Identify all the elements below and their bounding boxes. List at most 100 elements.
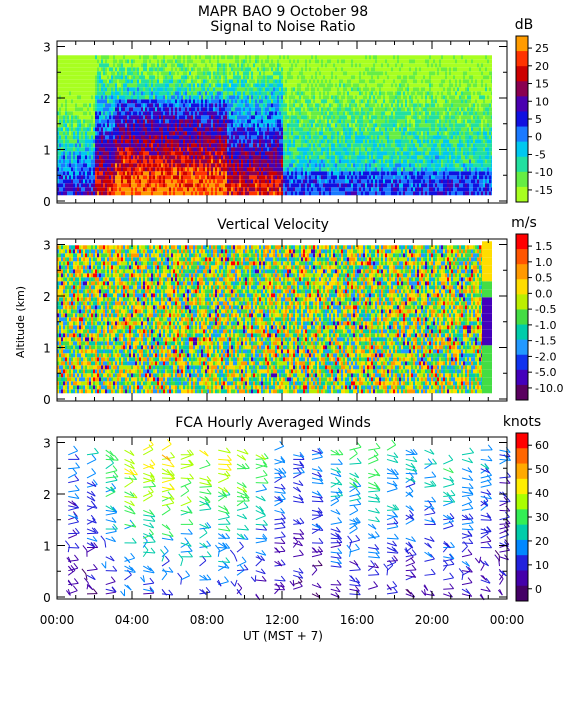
snr-cell: [289, 119, 291, 124]
snr-cell: [333, 123, 335, 128]
snr-cell: [57, 111, 59, 116]
snr-cell: [289, 91, 291, 96]
snr-cell: [303, 71, 305, 76]
snr-cell: [305, 71, 307, 76]
snr-cell: [59, 123, 61, 128]
snr-cell: [135, 163, 137, 168]
snr-cell: [329, 99, 331, 104]
snr-cell: [273, 115, 275, 120]
snr-cell: [105, 155, 107, 160]
snr-cell: [299, 179, 301, 184]
snr-cell: [249, 123, 251, 128]
snr-cell: [323, 191, 325, 196]
snr-cell: [81, 163, 83, 168]
snr-cell: [183, 87, 185, 92]
snr-cell: [149, 123, 151, 128]
snr-cell: [109, 175, 111, 180]
snr-cell: [149, 119, 151, 124]
snr-cell: [247, 103, 249, 108]
snr-cell: [67, 103, 69, 108]
snr-cell: [89, 135, 91, 140]
snr-cell: [277, 111, 279, 116]
snr-cell: [91, 107, 93, 112]
snr-cell: [103, 55, 105, 60]
snr-cell: [147, 175, 149, 180]
snr-cell: [339, 119, 341, 124]
snr-cell: [163, 143, 165, 148]
snr-cell: [219, 107, 221, 112]
snr-cell: [119, 163, 121, 168]
snr-cell: [101, 135, 103, 140]
snr-cell: [165, 87, 167, 92]
snr-cell: [143, 123, 145, 128]
snr-cell: [173, 91, 175, 96]
snr-cell: [233, 183, 235, 188]
snr-cell: [145, 143, 147, 148]
snr-cell: [131, 115, 133, 120]
snr-cell: [81, 119, 83, 124]
snr-cell: [273, 59, 275, 64]
snr-cell: [65, 103, 67, 108]
snr-cell: [331, 147, 333, 152]
snr-cell: [237, 187, 239, 192]
snr-cell: [319, 63, 321, 68]
snr-cell: [119, 83, 121, 88]
snr-cell: [89, 119, 91, 124]
snr-cell: [321, 167, 323, 172]
snr-cell: [217, 135, 219, 140]
snr-cell: [87, 131, 89, 136]
snr-cell: [203, 131, 205, 136]
snr-cell: [145, 107, 147, 112]
snr-cell: [77, 127, 79, 132]
snr-cell: [243, 159, 245, 164]
snr-cell: [105, 167, 107, 172]
snr-cell: [229, 59, 231, 64]
snr-cell: [75, 123, 77, 128]
snr-cell: [333, 131, 335, 136]
snr-cell: [137, 167, 139, 172]
snr-cell: [273, 103, 275, 108]
snr-cell: [269, 91, 271, 96]
snr-cell: [285, 115, 287, 120]
snr-cell: [223, 99, 225, 104]
snr-cell: [115, 139, 117, 144]
snr-cell: [275, 119, 277, 124]
snr-cell: [319, 187, 321, 192]
snr-cell: [247, 67, 249, 72]
snr-cell: [327, 159, 329, 164]
snr-cell: [63, 159, 65, 164]
snr-cell: [77, 155, 79, 160]
snr-cell: [145, 79, 147, 84]
snr-cell: [141, 171, 143, 176]
snr-cell: [213, 75, 215, 80]
snr-cell: [221, 151, 223, 156]
snr-cell: [205, 119, 207, 124]
snr-cell: [139, 155, 141, 160]
snr-cell: [95, 143, 97, 148]
snr-cell: [117, 139, 119, 144]
snr-cell: [167, 171, 169, 176]
snr-cell: [115, 159, 117, 164]
snr-cell: [187, 147, 189, 152]
snr-cell: [101, 183, 103, 188]
snr-cell: [329, 95, 331, 100]
snr-cell: [317, 87, 319, 92]
snr-cell: [69, 127, 71, 132]
snr-cell: [265, 91, 267, 96]
snr-cell: [229, 123, 231, 128]
snr-cell: [135, 131, 137, 136]
snr-cell: [89, 111, 91, 116]
snr-cell: [275, 135, 277, 140]
snr-cell: [111, 79, 113, 84]
snr-cell: [241, 167, 243, 172]
snr-cell: [331, 107, 333, 112]
snr-cell: [177, 59, 179, 64]
snr-cell: [107, 83, 109, 88]
snr-cell: [161, 59, 163, 64]
snr-cell: [303, 83, 305, 88]
snr-cell: [153, 151, 155, 156]
snr-cell: [99, 139, 101, 144]
snr-cell: [337, 71, 339, 76]
snr-cell: [307, 87, 309, 92]
snr-cell: [165, 75, 167, 80]
